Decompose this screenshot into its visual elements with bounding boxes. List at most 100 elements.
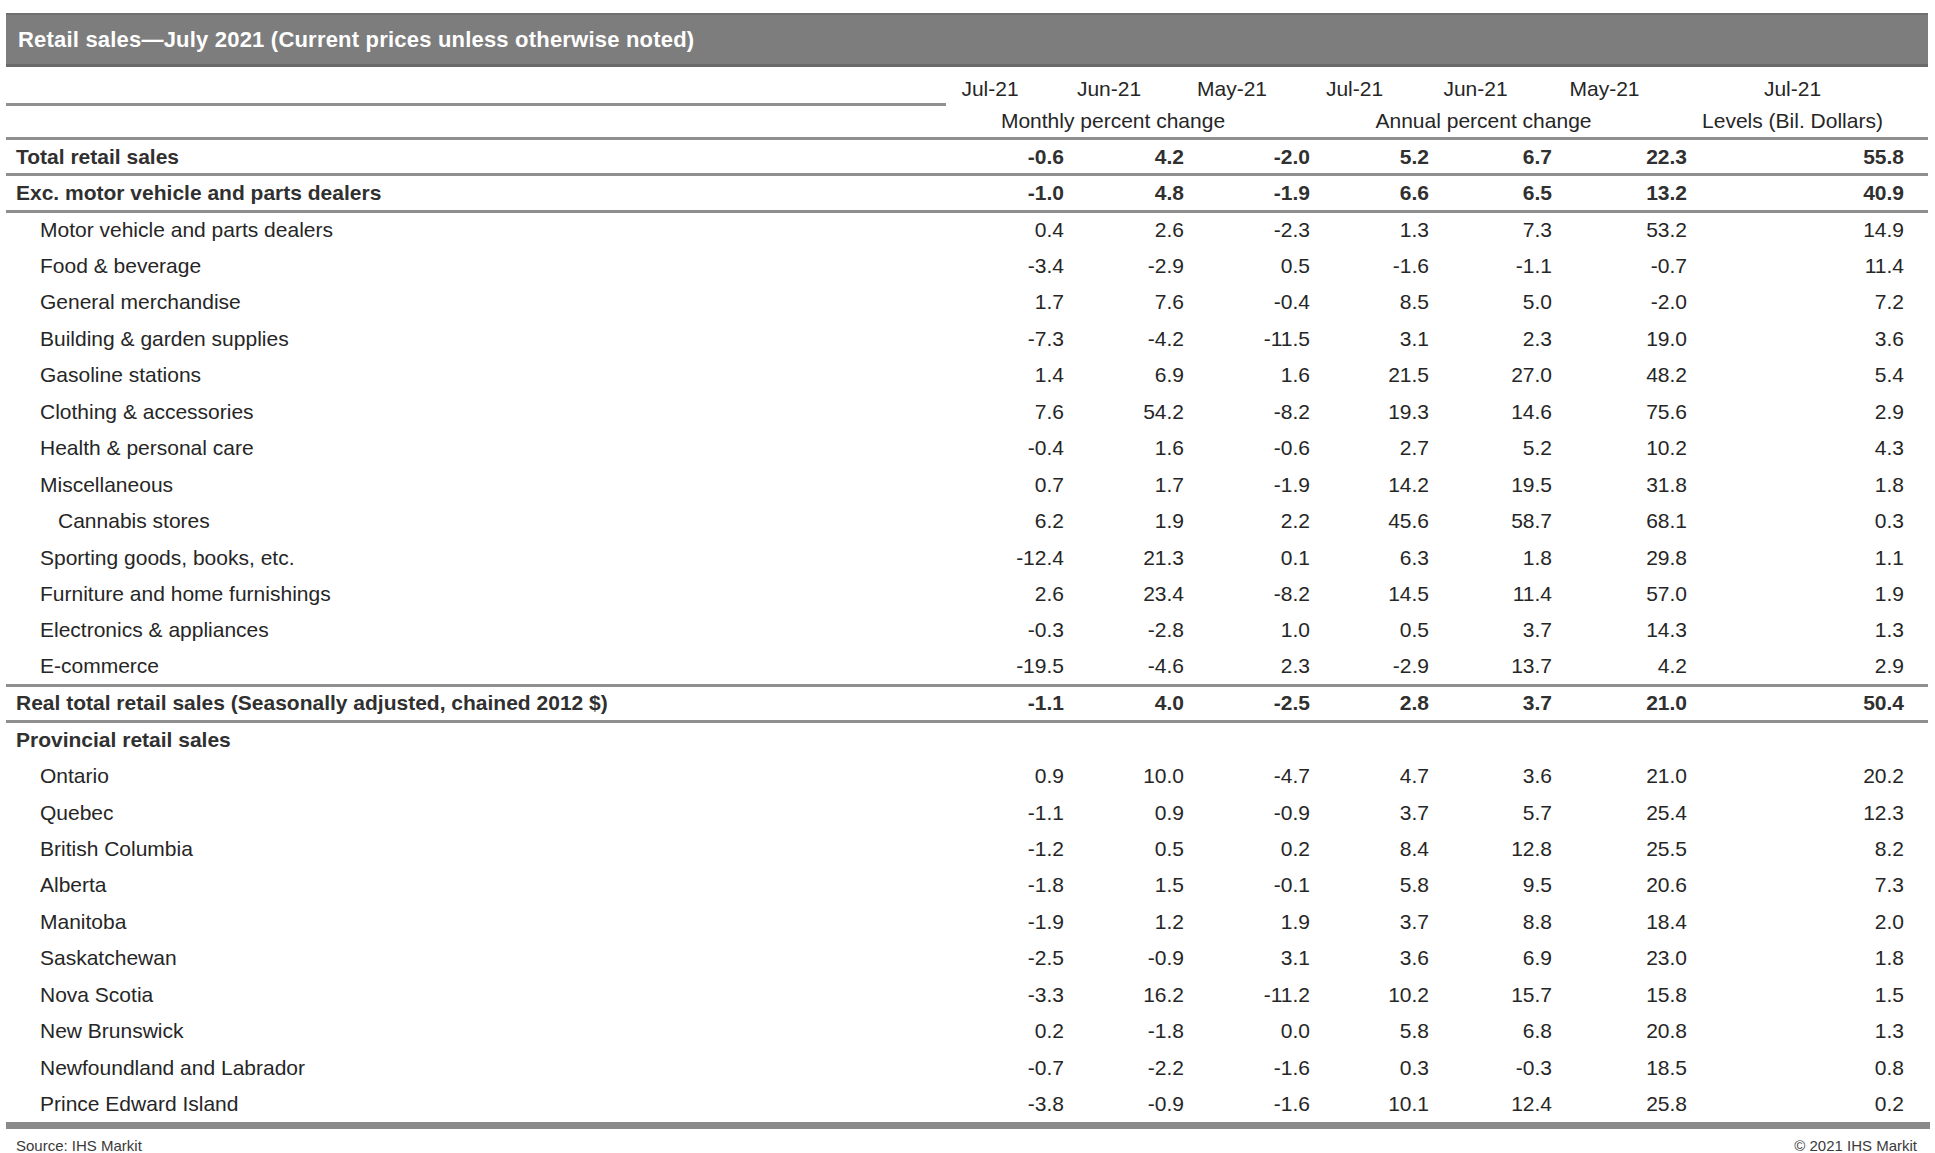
table-row: Exc. motor vehicle and parts dealers-1.0… bbox=[6, 175, 1928, 211]
row-value: 1.7 bbox=[1064, 466, 1184, 502]
row-value: -8.2 bbox=[1184, 394, 1310, 430]
row-label: British Columbia bbox=[6, 831, 946, 867]
table-row: Nova Scotia-3.316.2-11.210.215.715.81.5 bbox=[6, 977, 1928, 1013]
row-value: 68.1 bbox=[1552, 503, 1687, 539]
source-note: Source: IHS Markit bbox=[16, 1137, 142, 1153]
row-value: 0.2 bbox=[946, 1013, 1064, 1049]
row-value: 2.8 bbox=[1310, 685, 1429, 721]
column-header: Jun-21 bbox=[1429, 67, 1552, 105]
row-value: 21.0 bbox=[1552, 685, 1687, 721]
row-value: -0.9 bbox=[1064, 1086, 1184, 1122]
row-value: 1.0 bbox=[1184, 612, 1310, 648]
row-value: 3.7 bbox=[1429, 685, 1552, 721]
row-value: 1.9 bbox=[1184, 904, 1310, 940]
row-value: -12.4 bbox=[946, 539, 1064, 575]
row-value: 25.8 bbox=[1552, 1086, 1687, 1122]
row-value: -0.9 bbox=[1184, 794, 1310, 830]
row-value: 3.6 bbox=[1687, 321, 1928, 357]
row-value: -2.5 bbox=[946, 940, 1064, 976]
row-value: 20.2 bbox=[1687, 758, 1928, 794]
row-value: 22.3 bbox=[1552, 139, 1687, 175]
row-value: -0.7 bbox=[1552, 248, 1687, 284]
table-row: Real total retail sales (Seasonally adju… bbox=[6, 685, 1928, 721]
row-value: 1.1 bbox=[1687, 539, 1928, 575]
row-value: 25.5 bbox=[1552, 831, 1687, 867]
row-label: Ontario bbox=[6, 758, 946, 794]
row-value: -8.2 bbox=[1184, 576, 1310, 612]
row-label: Cannabis stores bbox=[6, 503, 946, 539]
row-value: 5.4 bbox=[1687, 357, 1928, 393]
row-value: 19.0 bbox=[1552, 321, 1687, 357]
table-row: Miscellaneous0.71.7-1.914.219.531.81.8 bbox=[6, 466, 1928, 502]
row-value: 1.2 bbox=[1064, 904, 1184, 940]
row-value: -3.8 bbox=[946, 1086, 1064, 1122]
row-value: 1.3 bbox=[1687, 612, 1928, 648]
group-header-levels: Levels (Bil. Dollars) bbox=[1687, 105, 1928, 139]
row-value: 15.7 bbox=[1429, 977, 1552, 1013]
row-value: 9.5 bbox=[1429, 867, 1552, 903]
row-value: 6.7 bbox=[1429, 139, 1552, 175]
row-value: -4.6 bbox=[1064, 649, 1184, 685]
row-value: 6.2 bbox=[946, 503, 1064, 539]
row-value: 0.2 bbox=[1687, 1086, 1928, 1122]
row-value: 15.8 bbox=[1552, 977, 1687, 1013]
table-row: Sporting goods, books, etc.-12.421.30.16… bbox=[6, 539, 1928, 575]
row-value: -1.9 bbox=[946, 904, 1064, 940]
row-value: 2.3 bbox=[1429, 321, 1552, 357]
row-value bbox=[946, 722, 1064, 758]
row-value: -2.5 bbox=[1184, 685, 1310, 721]
group-header-monthly: Monthly percent change bbox=[946, 105, 1310, 139]
row-value: 3.7 bbox=[1310, 904, 1429, 940]
table-row: Gasoline stations1.46.91.621.527.048.25.… bbox=[6, 357, 1928, 393]
row-value: 21.3 bbox=[1064, 539, 1184, 575]
row-value: 57.0 bbox=[1552, 576, 1687, 612]
row-value: 23.0 bbox=[1552, 940, 1687, 976]
table-row: Quebec-1.10.9-0.93.75.725.412.3 bbox=[6, 794, 1928, 830]
table-row: Manitoba-1.91.21.93.78.818.42.0 bbox=[6, 904, 1928, 940]
row-value: 0.5 bbox=[1064, 831, 1184, 867]
row-value: 1.9 bbox=[1687, 576, 1928, 612]
row-value: 8.5 bbox=[1310, 284, 1429, 320]
table-row: British Columbia-1.20.50.28.412.825.58.2 bbox=[6, 831, 1928, 867]
row-value: 25.4 bbox=[1552, 794, 1687, 830]
row-value: -1.6 bbox=[1184, 1049, 1310, 1085]
table-row: Provincial retail sales bbox=[6, 722, 1928, 758]
row-label: Newfoundland and Labrador bbox=[6, 1049, 946, 1085]
table-footer: Source: IHS Markit © 2021 IHS Markit bbox=[0, 1129, 1935, 1153]
row-label: Quebec bbox=[6, 794, 946, 830]
table-row: Clothing & accessories7.654.2-8.219.314.… bbox=[6, 394, 1928, 430]
row-value: 10.0 bbox=[1064, 758, 1184, 794]
row-value: 14.3 bbox=[1552, 612, 1687, 648]
row-value: 31.8 bbox=[1552, 466, 1687, 502]
row-value: 0.3 bbox=[1310, 1049, 1429, 1085]
row-value: 7.2 bbox=[1687, 284, 1928, 320]
row-value: 4.2 bbox=[1064, 139, 1184, 175]
row-value bbox=[1687, 722, 1928, 758]
row-value: 0.5 bbox=[1184, 248, 1310, 284]
row-value: 4.7 bbox=[1310, 758, 1429, 794]
row-value: 4.8 bbox=[1064, 175, 1184, 211]
row-value: 5.2 bbox=[1429, 430, 1552, 466]
row-value: 0.0 bbox=[1184, 1013, 1310, 1049]
row-value: -4.2 bbox=[1064, 321, 1184, 357]
table-row: Electronics & appliances-0.3-2.81.00.53.… bbox=[6, 612, 1928, 648]
row-value: 5.7 bbox=[1429, 794, 1552, 830]
row-value: 8.4 bbox=[1310, 831, 1429, 867]
row-value: -1.1 bbox=[946, 794, 1064, 830]
row-value: 54.2 bbox=[1064, 394, 1184, 430]
column-header: May-21 bbox=[1552, 67, 1687, 105]
column-header: Jun-21 bbox=[1064, 67, 1184, 105]
row-value: -1.0 bbox=[946, 175, 1064, 211]
row-value: 18.5 bbox=[1552, 1049, 1687, 1085]
row-value: -2.0 bbox=[1184, 139, 1310, 175]
row-label: Nova Scotia bbox=[6, 977, 946, 1013]
row-value: 10.1 bbox=[1310, 1086, 1429, 1122]
row-value: 6.5 bbox=[1429, 175, 1552, 211]
row-value: 11.4 bbox=[1687, 248, 1928, 284]
row-value: 58.7 bbox=[1429, 503, 1552, 539]
row-value: 6.9 bbox=[1429, 940, 1552, 976]
row-value: -1.2 bbox=[946, 831, 1064, 867]
row-value: 0.5 bbox=[1310, 612, 1429, 648]
table-title: Retail sales—July 2021 (Current prices u… bbox=[18, 27, 694, 52]
row-value: -1.1 bbox=[1429, 248, 1552, 284]
